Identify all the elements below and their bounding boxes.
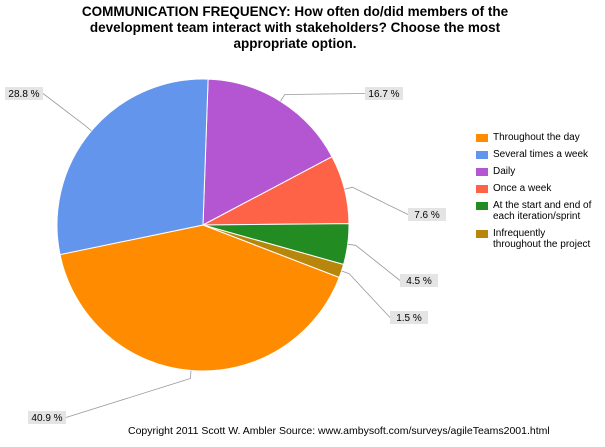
data-label-5: 1.5 % bbox=[396, 313, 422, 324]
data-label-box-1 bbox=[5, 87, 43, 100]
data-label-box-3 bbox=[408, 208, 446, 221]
data-label-3: 7.6 % bbox=[414, 210, 440, 221]
pie-slice-1 bbox=[56, 78, 209, 256]
leader-line-4 bbox=[347, 243, 401, 281]
legend-item-1: Several times a week bbox=[476, 149, 601, 160]
data-label-box-0 bbox=[28, 411, 66, 424]
pie-slices bbox=[56, 78, 350, 372]
legend-swatch-5 bbox=[476, 230, 488, 238]
legend-item-4: At the start and end of each iteration/sp… bbox=[476, 200, 601, 222]
chart-title-line-3: appropriate option. bbox=[233, 36, 357, 51]
chart-title: COMMUNICATION FREQUENCY: How often do/di… bbox=[60, 4, 530, 52]
data-label-box-5 bbox=[390, 311, 428, 324]
legend-label-5: Infrequently throughout the project bbox=[493, 228, 591, 250]
legend-label-2: Daily bbox=[493, 166, 516, 177]
pie-data-labels: 16.7 % 7.6 % 4.5 % 1.5 % 40.9 % 28.8 % bbox=[5, 87, 446, 424]
legend-label-0: Throughout the day bbox=[493, 132, 580, 143]
legend-swatch-2 bbox=[476, 168, 488, 176]
legend-label-4: At the start and end of each iteration/sp… bbox=[493, 200, 592, 222]
chart-title-line-1: COMMUNICATION FREQUENCY: How often do/di… bbox=[81, 4, 509, 19]
pie-leader-lines bbox=[42, 93, 409, 418]
chart-title-line-2: development team interact with stakehold… bbox=[89, 20, 501, 35]
legend-item-3: Once a week bbox=[476, 183, 601, 194]
data-label-box-4 bbox=[400, 274, 438, 287]
copyright-footer: Copyright 2011 Scott W. Ambler Source: w… bbox=[128, 425, 550, 437]
leader-line-1 bbox=[42, 93, 92, 132]
legend-item-0: Throughout the day bbox=[476, 132, 601, 143]
legend-item-5: Infrequently throughout the project bbox=[476, 228, 601, 250]
data-label-2: 16.7 % bbox=[368, 89, 399, 100]
data-label-0: 40.9 % bbox=[31, 413, 62, 424]
legend: Throughout the day Several times a week Da… bbox=[476, 132, 601, 256]
legend-swatch-1 bbox=[476, 151, 488, 159]
data-label-4: 4.5 % bbox=[406, 276, 432, 287]
leader-line-0 bbox=[65, 370, 192, 418]
legend-swatch-0 bbox=[476, 134, 488, 142]
legend-label-1: Several times a week bbox=[493, 149, 589, 160]
legend-swatch-4 bbox=[476, 202, 488, 210]
data-label-1: 28.8 % bbox=[8, 89, 39, 100]
leader-line-3 bbox=[344, 186, 409, 215]
leader-line-5 bbox=[341, 270, 391, 318]
legend-label-3: Once a week bbox=[493, 183, 552, 194]
leader-line-2 bbox=[280, 93, 366, 102]
data-label-box-2 bbox=[365, 87, 403, 100]
legend-swatch-3 bbox=[476, 185, 488, 193]
legend-item-2: Daily bbox=[476, 166, 601, 177]
